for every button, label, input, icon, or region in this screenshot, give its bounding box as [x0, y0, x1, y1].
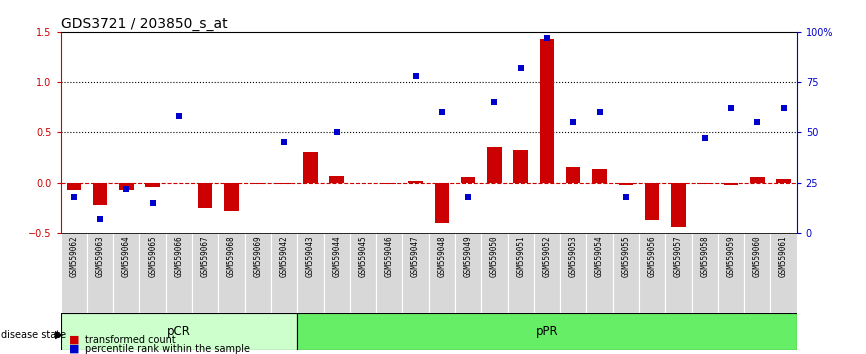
Bar: [507, 233, 533, 313]
Bar: [277, 183, 291, 184]
Text: GSM559043: GSM559043: [306, 235, 315, 277]
Text: GSM559066: GSM559066: [174, 235, 184, 277]
Text: GSM559060: GSM559060: [753, 235, 762, 277]
Bar: [455, 233, 481, 313]
Bar: [435, 183, 449, 223]
Bar: [750, 177, 765, 183]
Text: ■: ■: [69, 335, 80, 345]
Text: GSM559055: GSM559055: [621, 235, 630, 277]
Bar: [776, 178, 791, 183]
Bar: [113, 233, 139, 313]
Text: percentile rank within the sample: percentile rank within the sample: [85, 344, 250, 354]
Bar: [139, 233, 165, 313]
Text: GSM559057: GSM559057: [674, 235, 683, 277]
Text: GSM559053: GSM559053: [569, 235, 578, 277]
Text: GSM559061: GSM559061: [779, 235, 788, 277]
Bar: [303, 153, 318, 183]
Bar: [566, 167, 580, 183]
Text: GSM559051: GSM559051: [516, 235, 525, 277]
Text: GSM559065: GSM559065: [148, 235, 157, 277]
Text: GDS3721 / 203850_s_at: GDS3721 / 203850_s_at: [61, 17, 227, 31]
Bar: [329, 176, 344, 183]
Bar: [744, 233, 771, 313]
Bar: [145, 183, 160, 187]
Text: pPR: pPR: [536, 325, 559, 338]
Bar: [618, 183, 633, 184]
Bar: [665, 233, 692, 313]
Bar: [639, 233, 665, 313]
Text: GSM559062: GSM559062: [69, 235, 78, 277]
Bar: [692, 233, 718, 313]
Bar: [120, 183, 133, 190]
Text: transformed count: transformed count: [85, 335, 176, 345]
Bar: [192, 233, 218, 313]
Bar: [324, 233, 350, 313]
Bar: [718, 233, 744, 313]
Bar: [481, 233, 507, 313]
Bar: [586, 233, 613, 313]
Bar: [165, 233, 192, 313]
Text: GSM559047: GSM559047: [411, 235, 420, 277]
Bar: [224, 183, 239, 211]
Bar: [87, 233, 113, 313]
Text: GSM559049: GSM559049: [463, 235, 473, 277]
Bar: [67, 183, 81, 190]
Text: GSM559068: GSM559068: [227, 235, 236, 277]
Bar: [376, 233, 403, 313]
Text: ■: ■: [69, 344, 80, 354]
Text: GSM559044: GSM559044: [333, 235, 341, 277]
Text: GSM559052: GSM559052: [542, 235, 552, 277]
Text: GSM559054: GSM559054: [595, 235, 604, 277]
Bar: [533, 233, 560, 313]
Bar: [382, 183, 397, 184]
Bar: [771, 233, 797, 313]
Text: GSM559045: GSM559045: [359, 235, 367, 277]
Bar: [250, 183, 265, 184]
Bar: [724, 183, 738, 184]
Bar: [461, 177, 475, 183]
Bar: [613, 233, 639, 313]
Bar: [198, 183, 212, 208]
Text: GSM559058: GSM559058: [701, 235, 709, 277]
Text: GSM559059: GSM559059: [727, 235, 735, 277]
Text: GSM559067: GSM559067: [201, 235, 210, 277]
Bar: [645, 183, 659, 220]
Text: ▶: ▶: [55, 330, 63, 339]
Text: pCR: pCR: [167, 325, 191, 338]
Bar: [271, 233, 297, 313]
Bar: [61, 313, 297, 350]
Text: GSM559048: GSM559048: [437, 235, 446, 277]
Bar: [218, 233, 245, 313]
Bar: [408, 181, 423, 183]
Text: GSM559063: GSM559063: [95, 235, 105, 277]
Bar: [697, 183, 712, 184]
Bar: [297, 233, 324, 313]
Bar: [429, 233, 455, 313]
Bar: [93, 183, 107, 205]
Bar: [592, 170, 607, 183]
Bar: [245, 233, 271, 313]
Bar: [61, 233, 87, 313]
Text: GSM559046: GSM559046: [385, 235, 394, 277]
Text: disease state: disease state: [1, 330, 66, 339]
Text: GSM559050: GSM559050: [490, 235, 499, 277]
Text: GSM559056: GSM559056: [648, 235, 656, 277]
Bar: [350, 233, 376, 313]
Bar: [671, 183, 686, 227]
Text: GSM559064: GSM559064: [122, 235, 131, 277]
Bar: [540, 39, 554, 183]
Bar: [403, 233, 429, 313]
Text: GSM559042: GSM559042: [280, 235, 288, 277]
Text: GSM559069: GSM559069: [253, 235, 262, 277]
Bar: [488, 147, 501, 183]
Bar: [560, 233, 586, 313]
Bar: [514, 150, 528, 183]
Bar: [297, 313, 797, 350]
